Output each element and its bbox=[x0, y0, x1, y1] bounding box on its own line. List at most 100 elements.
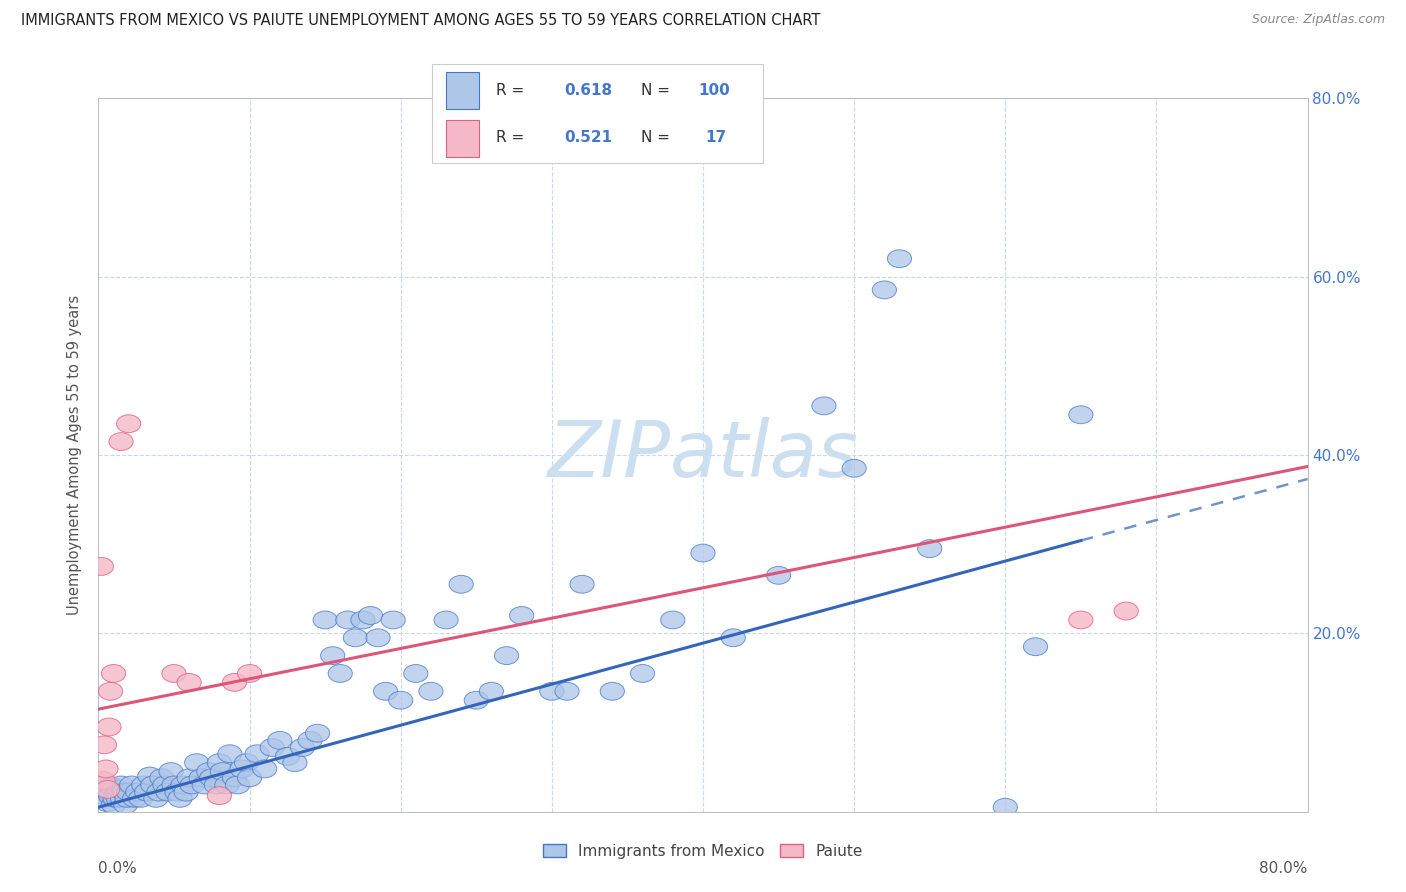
Ellipse shape bbox=[305, 724, 329, 742]
Text: R =: R = bbox=[496, 130, 530, 145]
Ellipse shape bbox=[93, 736, 117, 754]
Ellipse shape bbox=[1114, 602, 1139, 620]
Ellipse shape bbox=[162, 665, 186, 682]
Ellipse shape bbox=[110, 433, 134, 450]
Ellipse shape bbox=[97, 783, 121, 801]
Ellipse shape bbox=[153, 776, 177, 794]
Ellipse shape bbox=[114, 796, 138, 814]
Text: N =: N = bbox=[641, 83, 675, 97]
Ellipse shape bbox=[93, 776, 117, 794]
Ellipse shape bbox=[887, 250, 911, 268]
Text: R =: R = bbox=[496, 83, 530, 97]
Ellipse shape bbox=[94, 760, 118, 778]
Ellipse shape bbox=[721, 629, 745, 647]
Ellipse shape bbox=[336, 611, 360, 629]
Legend: Immigrants from Mexico, Paiute: Immigrants from Mexico, Paiute bbox=[537, 838, 869, 864]
Ellipse shape bbox=[138, 767, 162, 785]
Ellipse shape bbox=[218, 745, 242, 763]
Ellipse shape bbox=[180, 776, 204, 794]
Ellipse shape bbox=[766, 566, 790, 584]
Ellipse shape bbox=[235, 754, 259, 772]
Ellipse shape bbox=[352, 611, 375, 629]
Ellipse shape bbox=[96, 780, 120, 798]
Ellipse shape bbox=[98, 787, 122, 805]
Ellipse shape bbox=[434, 611, 458, 629]
FancyBboxPatch shape bbox=[446, 120, 479, 157]
Ellipse shape bbox=[343, 629, 367, 647]
Text: ZIPatlas: ZIPatlas bbox=[547, 417, 859, 493]
Ellipse shape bbox=[479, 682, 503, 700]
Ellipse shape bbox=[190, 769, 214, 787]
Text: 100: 100 bbox=[699, 83, 731, 97]
Ellipse shape bbox=[204, 776, 228, 794]
FancyBboxPatch shape bbox=[446, 71, 479, 109]
Ellipse shape bbox=[143, 789, 167, 807]
Ellipse shape bbox=[165, 783, 190, 801]
Ellipse shape bbox=[842, 459, 866, 477]
Ellipse shape bbox=[177, 673, 201, 691]
Ellipse shape bbox=[298, 731, 322, 749]
Ellipse shape bbox=[1069, 406, 1092, 424]
Ellipse shape bbox=[630, 665, 655, 682]
Text: 80.0%: 80.0% bbox=[1260, 861, 1308, 876]
Ellipse shape bbox=[97, 718, 121, 736]
Ellipse shape bbox=[260, 739, 284, 756]
Ellipse shape bbox=[231, 760, 254, 778]
Ellipse shape bbox=[419, 682, 443, 700]
Ellipse shape bbox=[404, 665, 427, 682]
Text: 0.0%: 0.0% bbox=[98, 861, 138, 876]
Ellipse shape bbox=[94, 789, 118, 807]
Ellipse shape bbox=[103, 789, 127, 807]
Ellipse shape bbox=[253, 760, 277, 778]
Ellipse shape bbox=[555, 682, 579, 700]
Ellipse shape bbox=[162, 776, 186, 794]
Ellipse shape bbox=[115, 789, 139, 807]
Ellipse shape bbox=[388, 691, 413, 709]
Ellipse shape bbox=[207, 754, 232, 772]
Ellipse shape bbox=[211, 763, 235, 780]
Text: 0.618: 0.618 bbox=[564, 83, 612, 97]
Ellipse shape bbox=[167, 789, 193, 807]
Ellipse shape bbox=[117, 415, 141, 433]
Ellipse shape bbox=[245, 745, 269, 763]
Ellipse shape bbox=[101, 796, 125, 814]
Ellipse shape bbox=[509, 607, 534, 624]
Ellipse shape bbox=[90, 780, 114, 798]
Ellipse shape bbox=[150, 769, 174, 787]
Ellipse shape bbox=[291, 739, 315, 756]
Ellipse shape bbox=[91, 787, 115, 805]
Ellipse shape bbox=[222, 673, 246, 691]
Ellipse shape bbox=[328, 665, 353, 682]
Ellipse shape bbox=[811, 397, 837, 415]
Ellipse shape bbox=[112, 783, 136, 801]
Ellipse shape bbox=[184, 754, 208, 772]
Ellipse shape bbox=[222, 769, 246, 787]
Ellipse shape bbox=[283, 754, 307, 772]
Ellipse shape bbox=[314, 611, 337, 629]
Ellipse shape bbox=[177, 769, 201, 787]
Ellipse shape bbox=[225, 776, 250, 794]
Ellipse shape bbox=[172, 776, 195, 794]
Ellipse shape bbox=[111, 789, 135, 807]
Ellipse shape bbox=[125, 783, 150, 801]
Ellipse shape bbox=[110, 776, 134, 794]
Ellipse shape bbox=[374, 682, 398, 700]
Ellipse shape bbox=[207, 787, 232, 805]
Ellipse shape bbox=[540, 682, 564, 700]
Ellipse shape bbox=[132, 776, 156, 794]
Ellipse shape bbox=[174, 783, 198, 801]
Ellipse shape bbox=[146, 783, 172, 801]
Text: 17: 17 bbox=[706, 130, 727, 145]
Ellipse shape bbox=[98, 682, 122, 700]
Ellipse shape bbox=[600, 682, 624, 700]
Text: N =: N = bbox=[641, 130, 675, 145]
Ellipse shape bbox=[90, 558, 114, 575]
Ellipse shape bbox=[141, 776, 165, 794]
Ellipse shape bbox=[366, 629, 389, 647]
Ellipse shape bbox=[276, 747, 299, 765]
Ellipse shape bbox=[135, 783, 159, 801]
Ellipse shape bbox=[120, 776, 143, 794]
Ellipse shape bbox=[872, 281, 897, 299]
Ellipse shape bbox=[200, 769, 224, 787]
FancyBboxPatch shape bbox=[432, 64, 763, 163]
